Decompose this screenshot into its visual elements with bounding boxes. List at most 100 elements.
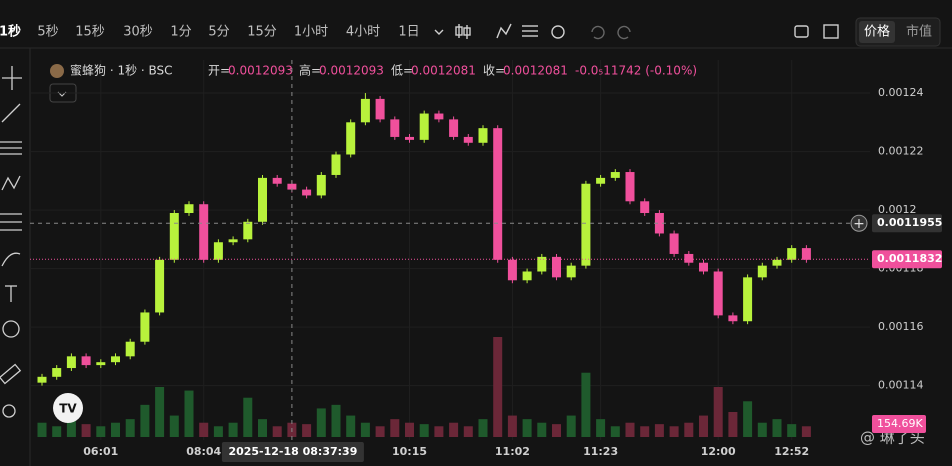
- crosshair-time-label: 2025-12-18 08:37:39: [228, 445, 357, 458]
- candle-body: [669, 233, 679, 254]
- volume-bar: [537, 422, 547, 437]
- layout-icon[interactable]: [522, 25, 538, 37]
- candle-body: [801, 248, 811, 260]
- volume-bar: [801, 426, 811, 437]
- volume-bar: [346, 415, 356, 437]
- y-tick-label: 0.0012: [878, 203, 917, 216]
- expand-icon[interactable]: [823, 24, 839, 39]
- zoom-tool[interactable]: [2, 404, 16, 418]
- volume-bar: [228, 422, 238, 437]
- candle-body: [52, 368, 62, 377]
- candle-body: [37, 376, 47, 383]
- candle-body: [654, 212, 664, 234]
- plot: [30, 60, 870, 440]
- volume-bar: [66, 415, 76, 437]
- volume-bar: [493, 337, 503, 437]
- ruler-tool[interactable]: [0, 363, 22, 385]
- volume-bar: [213, 426, 223, 437]
- candle-body: [713, 271, 723, 316]
- volume-bar: [375, 426, 385, 437]
- interval-button[interactable]: 1小时: [294, 25, 328, 40]
- x-tick-label: 11:23: [583, 445, 618, 458]
- volume-bar: [52, 426, 62, 437]
- redo-icon[interactable]: [617, 25, 631, 40]
- x-tick-label: 11:02: [495, 445, 530, 458]
- candle-body: [96, 362, 106, 366]
- candle-body: [302, 189, 312, 196]
- candle-body: [537, 256, 547, 272]
- crosshair-price-tag: [872, 214, 942, 233]
- candle-body: [111, 356, 120, 363]
- volume-bar: [184, 390, 194, 437]
- interval-button[interactable]: 15秒: [75, 25, 105, 40]
- volume-bar: [669, 426, 679, 437]
- candle-body: [184, 204, 194, 213]
- x-tick-label: 08:04: [186, 445, 221, 458]
- volume-bar: [610, 426, 620, 437]
- crosshair-plus-sign: +: [853, 216, 865, 232]
- candle-body: [566, 265, 576, 278]
- mode-button[interactable]: 市值: [906, 24, 932, 40]
- y-tick-label: 0.00122: [878, 145, 924, 158]
- interval-button[interactable]: 1日: [398, 25, 419, 40]
- fullscreen-icon[interactable]: [794, 25, 809, 38]
- candle-body: [728, 315, 738, 322]
- volume-bar: [96, 426, 106, 437]
- y-tick-label: 0.00116: [878, 320, 924, 333]
- candle-body: [772, 259, 782, 266]
- dropdown-icon[interactable]: [434, 29, 444, 35]
- volume-bar: [684, 422, 694, 437]
- brush-tool[interactable]: [1, 252, 21, 267]
- candle-body: [610, 172, 620, 178]
- interval-button[interactable]: 30秒: [123, 25, 153, 40]
- candle-body: [522, 271, 532, 281]
- mode-button[interactable]: 价格: [864, 24, 890, 40]
- interval-button[interactable]: 5分: [208, 25, 229, 40]
- interval-button[interactable]: 15分: [247, 25, 277, 40]
- candle-body: [449, 119, 459, 137]
- volume-bar: [272, 426, 282, 437]
- emoji-tool[interactable]: [2, 320, 20, 338]
- fib-tool[interactable]: [0, 213, 22, 231]
- candle-body: [552, 256, 561, 278]
- volume-bar: [111, 422, 120, 437]
- low-value: 0.0012081: [411, 64, 476, 78]
- volume-bar: [507, 415, 517, 437]
- crosshair-tool[interactable]: [2, 66, 22, 90]
- candle-body: [316, 174, 326, 196]
- token-avatar: [50, 64, 64, 78]
- settings-icon[interactable]: [551, 25, 565, 39]
- indicator-icon[interactable]: [496, 23, 512, 39]
- volume-bar: [155, 387, 165, 437]
- text-tool[interactable]: [5, 285, 17, 302]
- interval-button[interactable]: 5秒: [37, 25, 58, 40]
- drawing-tools: [0, 66, 22, 418]
- candle-body: [125, 341, 135, 357]
- undo-icon[interactable]: [591, 25, 605, 40]
- candle-body: [405, 136, 414, 140]
- volume-tag: [872, 415, 926, 433]
- candle-body: [684, 253, 694, 263]
- change-value: -0.0₅11742 (-0.10%): [575, 64, 697, 78]
- trendline-tool[interactable]: [1, 103, 21, 123]
- tv-logo-text: TV: [59, 402, 77, 416]
- volume-bar: [169, 415, 179, 437]
- chart-type-icon[interactable]: [455, 24, 471, 39]
- last-price-tag: [872, 250, 942, 269]
- volume-bar: [81, 424, 91, 437]
- candle-body: [507, 259, 517, 281]
- interval-button[interactable]: 1分: [170, 25, 191, 40]
- volume-bar: [258, 419, 267, 437]
- crosshair-time-tag: [221, 442, 364, 462]
- candle-body: [434, 113, 444, 120]
- candle-body: [81, 356, 91, 366]
- volume-bar: [434, 426, 444, 437]
- interval-button[interactable]: 4小时: [346, 25, 380, 40]
- volume-bar: [243, 397, 253, 437]
- symbol: 蜜蜂狗 · 1秒 · BSC: [70, 63, 173, 78]
- interval-button[interactable]: 1秒: [0, 24, 21, 40]
- lines-tool[interactable]: [0, 141, 22, 155]
- pattern-tool[interactable]: [1, 175, 21, 191]
- volume-bar: [596, 419, 606, 437]
